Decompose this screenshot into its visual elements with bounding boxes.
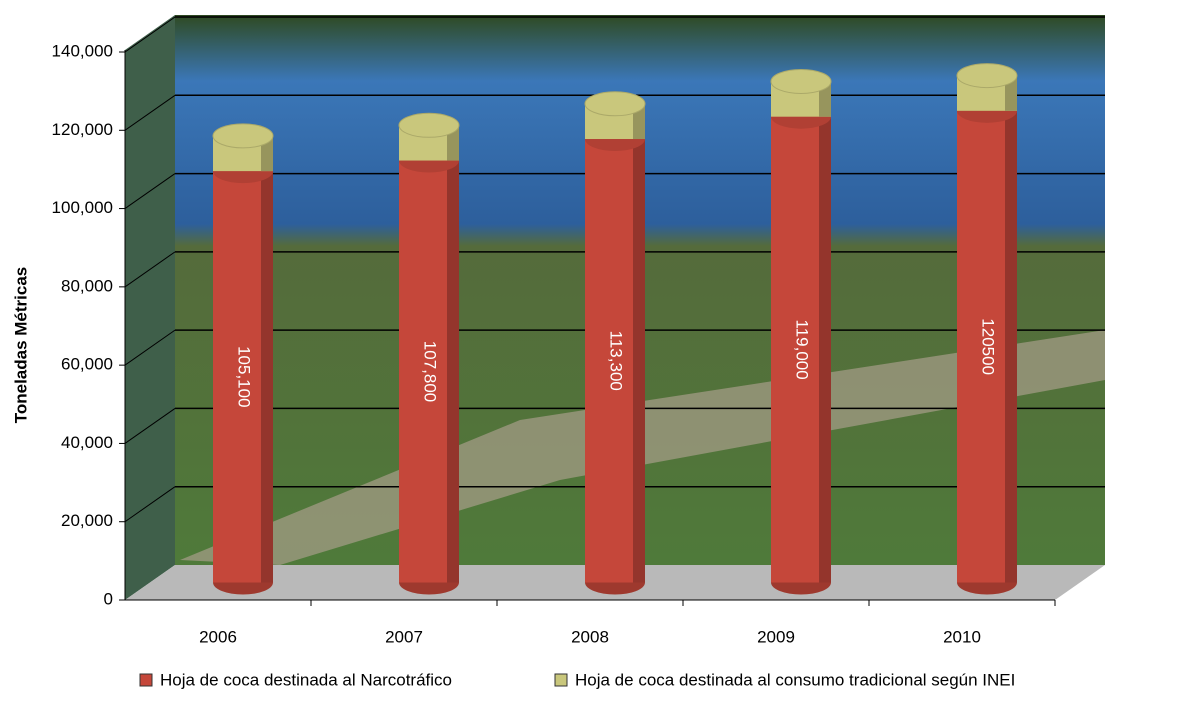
y-axis-title: Toneladas Métricas: [11, 267, 30, 424]
x-tick-label: 2008: [571, 627, 609, 646]
y-tick-label: 80,000: [61, 276, 113, 295]
y-tick-label: 60,000: [61, 355, 113, 374]
x-tick-label: 2006: [199, 627, 237, 646]
cylinder-top: [398, 112, 460, 138]
y-tick-label: 140,000: [52, 41, 113, 60]
x-tick-label: 2010: [943, 627, 981, 646]
grid-line-side: [124, 408, 176, 444]
x-tick-label: 2009: [757, 627, 795, 646]
cylinder-top: [212, 123, 274, 149]
grid-line-side: [124, 173, 176, 209]
y-tick-label: 120,000: [52, 120, 113, 139]
side-wall: [125, 15, 175, 600]
value-label: 105,100: [235, 346, 254, 407]
value-label: 107,800: [421, 341, 440, 402]
legend-label: Hoja de coca destinada al Narcotráfico: [160, 670, 452, 689]
y-tick-label: 20,000: [61, 511, 113, 530]
bar-shade: [1005, 110, 1017, 583]
legend-swatch: [554, 673, 568, 687]
bar-shade: [261, 171, 273, 583]
legend-swatch: [139, 673, 153, 687]
x-tick-label: 2007: [385, 627, 423, 646]
grid-line-side: [124, 94, 176, 131]
bar-shade: [447, 160, 459, 583]
y-tick-label: 0: [104, 589, 113, 608]
cylinder-top: [770, 68, 832, 94]
cylinder-top: [584, 91, 646, 117]
value-label: 119,000: [793, 319, 812, 379]
y-tick-label: 40,000: [61, 433, 113, 452]
cylinder-top: [956, 63, 1018, 89]
value-label: 113,300: [607, 331, 626, 391]
grid-line-side: [124, 251, 176, 288]
bar-shade: [819, 116, 831, 583]
grid-line-side: [124, 16, 176, 53]
grid-line-side: [124, 486, 176, 523]
y-tick-label: 100,000: [52, 198, 113, 217]
value-label: 120500: [979, 318, 998, 375]
bar-shade: [633, 139, 645, 583]
grid-line-side: [124, 329, 176, 366]
legend-label: Hoja de coca destinada al consumo tradic…: [575, 670, 1015, 689]
